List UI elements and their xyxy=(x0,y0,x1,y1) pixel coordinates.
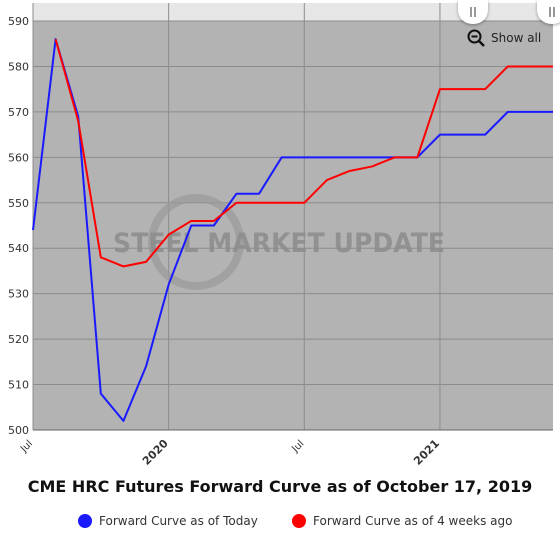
series-line-0[interactable] xyxy=(32,38,553,422)
plot-top-band xyxy=(33,3,553,21)
range-handle-left[interactable] xyxy=(458,0,488,24)
legend-dot-4-weeks xyxy=(292,514,306,528)
zoom-out-icon xyxy=(467,29,485,47)
legend: Forward Curve as of Today Forward Curve … xyxy=(0,514,560,534)
series-layer xyxy=(32,38,553,422)
watermark-logo: STEEL MARKET UPDATE xyxy=(113,194,445,290)
y-tick-label: 570 xyxy=(8,106,29,119)
legend-label-4-weeks: Forward Curve as of 4 weeks ago xyxy=(313,514,513,528)
x-tick-label: 2020 xyxy=(140,437,171,468)
y-tick-label: 520 xyxy=(8,333,29,346)
range-handle-right[interactable] xyxy=(537,0,560,24)
y-tick-label: 530 xyxy=(8,288,29,301)
y-tick-label: 510 xyxy=(8,379,29,392)
y-tick-label: 540 xyxy=(8,242,29,255)
x-axis: Jul 2020 Jul 2021 xyxy=(18,437,442,468)
legend-item-today[interactable]: Forward Curve as of Today xyxy=(78,514,258,528)
y-tick-label: 590 xyxy=(8,15,29,28)
y-tick-label: 550 xyxy=(8,197,29,210)
legend-dot-today xyxy=(78,514,92,528)
x-tick-label: Jul xyxy=(18,438,35,455)
y-tick-label: 580 xyxy=(8,60,29,73)
chart-title: CME HRC Futures Forward Curve as of Octo… xyxy=(27,477,533,496)
x-tick-label: 2021 xyxy=(411,437,442,468)
legend-item-4-weeks[interactable]: Forward Curve as of 4 weeks ago xyxy=(292,514,512,528)
legend-label-today: Forward Curve as of Today xyxy=(99,514,258,528)
grid xyxy=(32,3,553,431)
watermark-text: STEEL MARKET UPDATE xyxy=(113,228,445,259)
plot-area xyxy=(33,3,553,430)
series-line-1[interactable] xyxy=(54,38,553,268)
y-tick-label: 500 xyxy=(8,424,29,437)
x-tick-label: Jul xyxy=(289,438,306,455)
show-all-button[interactable]: Show all xyxy=(467,29,541,47)
show-all-label: Show all xyxy=(491,31,542,45)
y-tick-label: 560 xyxy=(8,151,29,164)
y-axis: 500 510 520 530 540 550 560 570 580 590 xyxy=(8,15,29,437)
